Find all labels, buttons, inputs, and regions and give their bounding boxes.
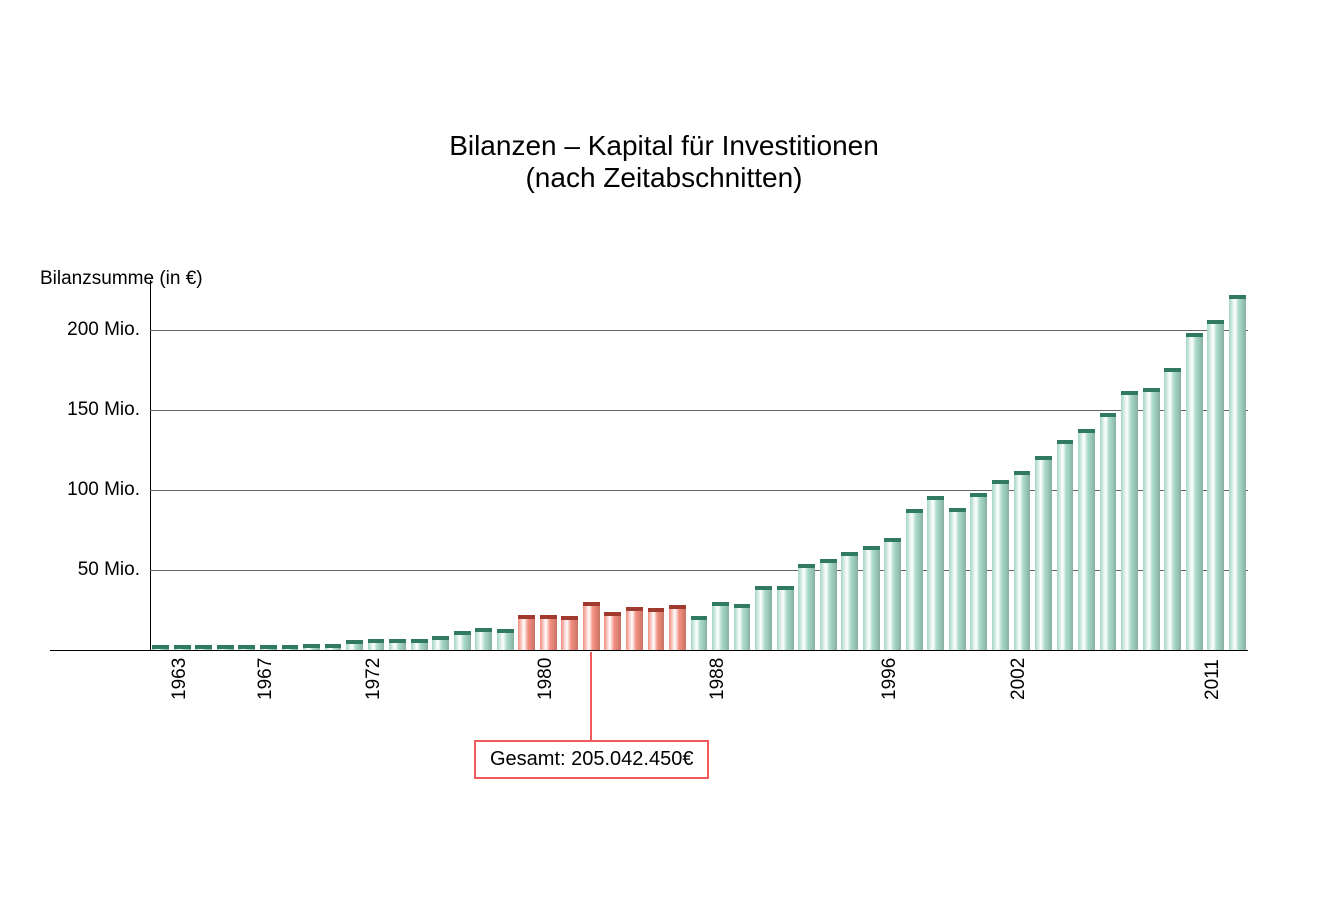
x-tick-label: 1967 <box>255 658 277 700</box>
bar <box>755 586 772 650</box>
bar <box>863 546 880 650</box>
bar <box>346 640 363 650</box>
bar <box>841 552 858 650</box>
bar <box>325 644 342 650</box>
bar <box>238 645 255 650</box>
bar <box>1164 368 1181 650</box>
chart-title-line2: (nach Zeitabschnitten) <box>0 162 1328 194</box>
bar <box>303 644 320 650</box>
bar <box>1035 456 1052 650</box>
chart-title: Bilanzen – Kapital für Investitionen (na… <box>0 130 1328 194</box>
bar-highlight <box>648 608 665 650</box>
callout-box: Gesamt: 205.042.450€ <box>474 740 709 779</box>
bar-highlight <box>561 616 578 650</box>
bar <box>217 645 234 650</box>
bar <box>282 645 299 650</box>
x-tick-label: 1963 <box>169 658 191 700</box>
x-tick-label: 1980 <box>535 658 557 700</box>
bar-highlight <box>518 615 535 650</box>
bar <box>1057 440 1074 650</box>
bar-highlight <box>669 605 686 650</box>
bar <box>970 493 987 650</box>
y-tick-label: 50 Mio. <box>50 559 140 581</box>
bar <box>152 645 169 650</box>
x-axis-line <box>50 650 1248 651</box>
bar <box>1186 333 1203 650</box>
bar <box>1229 295 1246 650</box>
bar-highlight <box>583 602 600 650</box>
bar <box>454 631 471 650</box>
bar <box>712 602 729 650</box>
bar <box>411 639 428 650</box>
bar <box>1014 471 1031 650</box>
gridline <box>150 330 1248 331</box>
y-axis-line <box>150 280 151 650</box>
bar <box>734 604 751 650</box>
y-tick-label: 150 Mio. <box>50 399 140 421</box>
x-tick-label: 2011 <box>1202 659 1224 700</box>
x-tick-label: 1972 <box>363 658 385 700</box>
bar <box>820 559 837 650</box>
gridline <box>150 410 1248 411</box>
bar <box>1143 388 1160 650</box>
bar <box>1121 391 1138 650</box>
y-tick-label: 100 Mio. <box>50 479 140 501</box>
bar-highlight <box>604 612 621 650</box>
bar <box>691 616 708 650</box>
bar <box>949 508 966 650</box>
bar-highlight <box>626 607 643 650</box>
x-tick-label: 1996 <box>879 658 901 700</box>
callout-line <box>590 652 592 740</box>
x-tick-label: 1988 <box>707 658 729 700</box>
bar <box>777 586 794 650</box>
bar <box>195 645 212 650</box>
bar <box>1078 429 1095 650</box>
bar <box>475 628 492 650</box>
bar <box>906 509 923 650</box>
bar <box>389 639 406 650</box>
bar <box>174 645 191 650</box>
y-tick-label: 200 Mio. <box>50 319 140 341</box>
y-axis-title: Bilanzsumme (in €) <box>40 268 203 290</box>
callout-text: Gesamt: 205.042.450€ <box>490 748 693 770</box>
x-tick-label: 2002 <box>1008 658 1030 700</box>
bar <box>368 639 385 650</box>
chart-container: Bilanzen – Kapital für Investitionen (na… <box>0 0 1328 912</box>
bar <box>260 645 277 650</box>
bar <box>927 496 944 650</box>
bar <box>1207 320 1224 650</box>
bar <box>798 564 815 650</box>
bar <box>497 629 514 650</box>
chart-title-line1: Bilanzen – Kapital für Investitionen <box>0 130 1328 162</box>
bar <box>884 538 901 650</box>
bar <box>432 636 449 650</box>
bar-highlight <box>540 615 557 650</box>
bar <box>992 480 1009 650</box>
bar <box>1100 413 1117 650</box>
